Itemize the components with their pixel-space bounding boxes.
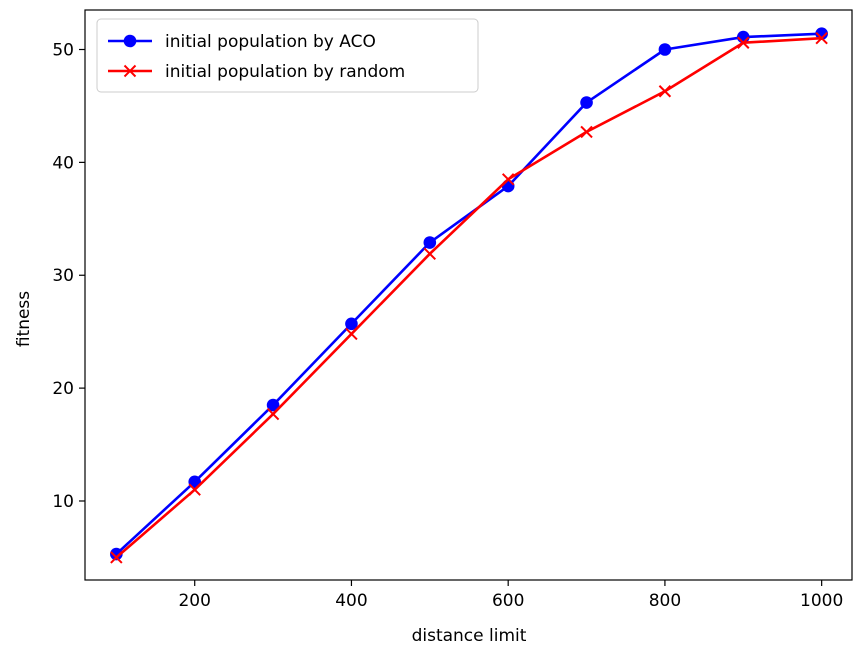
data-point [423,236,437,249]
data-point [501,179,515,193]
data-point [501,173,515,186]
data-point [345,317,358,331]
data-point [266,407,280,421]
data-point [423,247,437,261]
data-point [345,327,358,341]
legend-item-1: initial population by ACO [108,32,376,52]
legend-box [96,18,479,93]
legend-item-2: initial population by random [108,62,405,82]
x-tick-label: 400 [335,591,367,611]
data-point [266,398,280,412]
y-tick-label: 20 [52,379,74,399]
legend: initial population by ACO initial populat… [96,18,479,93]
y-tick-label: 10 [52,492,74,512]
axes: 200 400 600 800 1000 10 20 30 40 50 [52,9,853,611]
data-point [110,547,123,561]
x-tick-label: 1000 [800,591,843,611]
legend-label: initial population by ACO [165,32,376,52]
y-tick-label: 50 [52,41,74,61]
legend-marker [123,34,137,48]
legend-label: initial population by random [165,62,405,82]
x-tick-label: 800 [649,591,681,611]
plot-area [110,27,828,564]
legend-marker [123,64,137,78]
series-line-1 [115,32,823,556]
data-point [815,32,828,45]
data-point [658,85,672,98]
data-point [188,483,201,496]
y-axis-label: fitness [14,291,34,347]
data-point [737,36,750,49]
data-point [580,125,593,139]
series-1 [110,27,828,561]
x-tick-label: 600 [492,591,524,611]
data-point [580,96,593,109]
x-axis-label: distance limit [412,626,527,646]
data-point [815,27,828,41]
x-tick-label: 200 [178,591,210,611]
y-tick-label: 40 [52,153,74,173]
series-2 [110,32,828,564]
series-line-2 [115,36,823,559]
data-point [110,551,123,564]
y-tick-label: 30 [52,266,74,286]
plot-frame [84,9,853,581]
data-point [658,43,672,56]
